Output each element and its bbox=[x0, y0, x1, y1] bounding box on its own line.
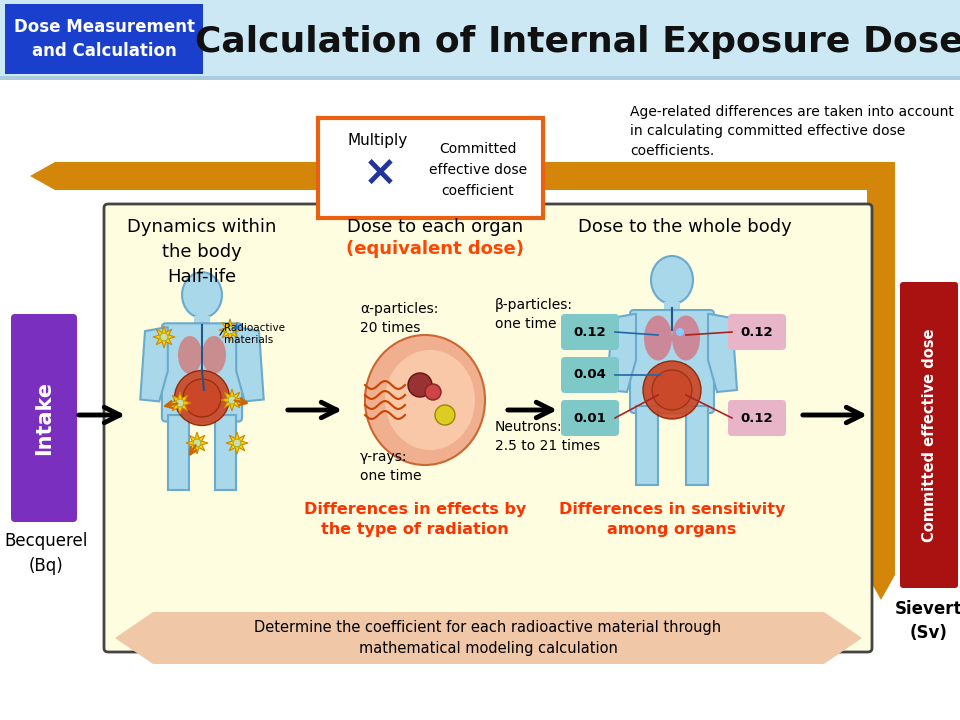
Text: ×: × bbox=[363, 152, 397, 194]
Text: Determine the coefficient for each radioactive material through
mathematical mod: Determine the coefficient for each radio… bbox=[254, 620, 722, 656]
Bar bbox=[664, 302, 680, 316]
FancyBboxPatch shape bbox=[728, 400, 786, 436]
Circle shape bbox=[226, 326, 234, 334]
Circle shape bbox=[435, 405, 455, 425]
Text: (equivalent dose): (equivalent dose) bbox=[346, 240, 524, 258]
Polygon shape bbox=[221, 389, 243, 411]
Text: Differences in effects by
the type of radiation: Differences in effects by the type of ra… bbox=[304, 502, 526, 537]
Text: Sievert
(Sv): Sievert (Sv) bbox=[896, 600, 960, 642]
Polygon shape bbox=[824, 612, 862, 664]
Ellipse shape bbox=[183, 379, 221, 417]
Text: 0.12: 0.12 bbox=[574, 325, 607, 338]
Polygon shape bbox=[867, 575, 895, 600]
Ellipse shape bbox=[175, 371, 229, 426]
Text: Differences in sensitivity
among organs: Differences in sensitivity among organs bbox=[559, 502, 785, 537]
Text: Committed
effective dose
coefficient: Committed effective dose coefficient bbox=[429, 143, 527, 197]
Polygon shape bbox=[226, 432, 248, 454]
FancyBboxPatch shape bbox=[630, 310, 714, 413]
Polygon shape bbox=[686, 406, 708, 485]
Circle shape bbox=[160, 333, 168, 341]
Text: Dose Measurement
and Calculation: Dose Measurement and Calculation bbox=[13, 17, 195, 60]
Text: γ-rays:
one time: γ-rays: one time bbox=[360, 450, 421, 484]
Bar bbox=[5, 4, 203, 74]
Text: Age-related differences are taken into account
in calculating committed effectiv: Age-related differences are taken into a… bbox=[630, 105, 954, 158]
Polygon shape bbox=[169, 392, 191, 414]
Ellipse shape bbox=[672, 315, 700, 361]
Text: 0.12: 0.12 bbox=[741, 412, 774, 425]
Bar bbox=[55, 162, 895, 190]
Polygon shape bbox=[153, 326, 175, 348]
Text: Radioactive
materials: Radioactive materials bbox=[224, 323, 285, 346]
Polygon shape bbox=[215, 415, 236, 490]
FancyBboxPatch shape bbox=[561, 400, 619, 436]
Text: Committed effective dose: Committed effective dose bbox=[922, 328, 937, 541]
Text: 0.04: 0.04 bbox=[573, 369, 607, 382]
Ellipse shape bbox=[644, 315, 672, 361]
Polygon shape bbox=[30, 162, 55, 190]
Polygon shape bbox=[168, 415, 189, 490]
Text: Intake: Intake bbox=[34, 381, 54, 455]
FancyBboxPatch shape bbox=[11, 314, 77, 522]
Text: β-particles:
one time: β-particles: one time bbox=[495, 298, 573, 331]
FancyBboxPatch shape bbox=[728, 314, 786, 350]
FancyBboxPatch shape bbox=[162, 323, 242, 421]
Circle shape bbox=[228, 396, 236, 404]
Ellipse shape bbox=[182, 272, 222, 318]
FancyBboxPatch shape bbox=[104, 204, 872, 652]
Text: Calculation of Internal Exposure Doses: Calculation of Internal Exposure Doses bbox=[195, 25, 960, 59]
Bar bbox=[867, 162, 895, 575]
FancyBboxPatch shape bbox=[561, 314, 619, 350]
Circle shape bbox=[425, 384, 441, 400]
Text: Dose to the whole body: Dose to the whole body bbox=[578, 218, 792, 236]
FancyBboxPatch shape bbox=[900, 282, 958, 588]
Circle shape bbox=[676, 328, 684, 336]
Ellipse shape bbox=[652, 370, 692, 410]
Polygon shape bbox=[186, 432, 208, 454]
Polygon shape bbox=[115, 612, 153, 664]
Polygon shape bbox=[236, 328, 264, 401]
Polygon shape bbox=[140, 328, 168, 401]
Bar bbox=[0, 78, 960, 720]
FancyBboxPatch shape bbox=[318, 118, 543, 218]
FancyBboxPatch shape bbox=[561, 357, 619, 393]
Text: Becquerel
(Bq): Becquerel (Bq) bbox=[4, 532, 87, 575]
Bar bbox=[194, 316, 209, 329]
Text: Multiply: Multiply bbox=[348, 133, 408, 148]
Ellipse shape bbox=[178, 336, 202, 374]
Bar bbox=[0, 76, 960, 80]
Text: α-particles:
20 times: α-particles: 20 times bbox=[360, 302, 439, 336]
Text: Dose to each organ: Dose to each organ bbox=[347, 218, 523, 236]
Ellipse shape bbox=[385, 350, 475, 450]
Text: Neutrons:
2.5 to 21 times: Neutrons: 2.5 to 21 times bbox=[495, 420, 600, 454]
Ellipse shape bbox=[651, 256, 693, 304]
Polygon shape bbox=[219, 319, 241, 341]
Circle shape bbox=[408, 373, 432, 397]
Circle shape bbox=[176, 399, 184, 407]
Polygon shape bbox=[607, 314, 636, 392]
Ellipse shape bbox=[365, 335, 485, 465]
Circle shape bbox=[193, 439, 201, 447]
Text: Dynamics within
the body
Half-life: Dynamics within the body Half-life bbox=[128, 218, 276, 286]
Ellipse shape bbox=[202, 336, 226, 374]
Bar bbox=[153, 612, 824, 664]
Bar bbox=[0, 0, 960, 78]
Ellipse shape bbox=[643, 361, 701, 419]
Polygon shape bbox=[708, 314, 737, 392]
Polygon shape bbox=[636, 406, 658, 485]
Circle shape bbox=[233, 439, 241, 447]
Text: 0.01: 0.01 bbox=[574, 412, 607, 425]
Text: 0.12: 0.12 bbox=[741, 325, 774, 338]
